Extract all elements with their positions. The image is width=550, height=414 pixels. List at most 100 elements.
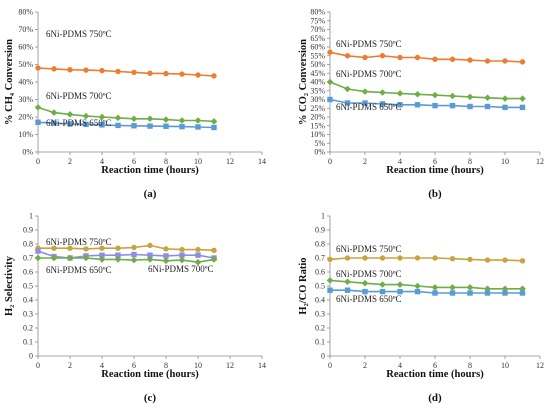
data-point	[82, 112, 90, 120]
x-tick-label: 10	[194, 157, 202, 166]
y-tick-label: 20%	[18, 113, 33, 122]
data-point	[466, 284, 474, 291]
data-point	[163, 123, 169, 129]
data-point	[35, 65, 41, 71]
data-point	[130, 256, 138, 264]
panel-caption: (a)	[144, 188, 157, 200]
data-point	[467, 290, 473, 296]
data-point	[449, 290, 456, 296]
data-point	[502, 257, 508, 263]
y-tick-label: 0.8	[315, 240, 325, 249]
data-point	[502, 104, 508, 111]
data-point	[67, 67, 73, 73]
data-point	[432, 255, 438, 261]
data-point	[163, 253, 169, 259]
y-tick-label: 80%	[18, 8, 33, 17]
y-tick-label: 0.2	[23, 324, 33, 333]
x-tick-label: 0	[36, 361, 40, 370]
data-point	[484, 58, 491, 64]
data-point	[115, 122, 121, 129]
data-point	[83, 121, 89, 128]
y-tick-label: 0.4	[315, 296, 325, 305]
x-tick-label: 0	[328, 157, 332, 166]
data-point	[414, 54, 421, 61]
y-tick-label: 0.2	[315, 324, 325, 333]
data-point	[50, 109, 58, 116]
data-point	[179, 246, 185, 253]
data-point	[519, 258, 526, 264]
data-point	[34, 254, 42, 262]
data-point	[344, 100, 351, 106]
data-point	[131, 123, 137, 129]
data-point	[98, 256, 106, 263]
series-1: 6Ni-PDMS 700ºC	[34, 91, 218, 125]
series-0: 6Ni-PDMS 750ºC	[35, 237, 217, 254]
series-2: 6Ni-PDMS 650ºC	[327, 287, 526, 304]
y-tick-label: 60%	[310, 43, 325, 52]
y-tick-label: 0%	[22, 148, 33, 157]
data-point	[432, 56, 438, 62]
data-point	[114, 114, 122, 122]
data-point	[467, 256, 473, 263]
y-tick-label: 0%	[314, 148, 325, 157]
data-point	[362, 255, 368, 261]
data-point	[163, 70, 169, 77]
data-point	[414, 288, 421, 295]
y-tick-label: 0	[321, 352, 325, 361]
data-point	[379, 101, 386, 107]
data-point	[484, 94, 491, 102]
x-axis-label: Reaction time (hours)	[101, 165, 199, 176]
data-point	[83, 246, 89, 252]
data-point	[414, 102, 421, 108]
x-tick-label: 2	[68, 361, 72, 370]
series-line	[329, 98, 523, 109]
series-line	[38, 257, 215, 264]
y-tick-label: 0.5	[315, 282, 325, 291]
data-point	[484, 290, 491, 296]
data-point	[179, 252, 185, 258]
series-label: 6Ni-PDMS 650ºC	[46, 265, 112, 275]
panel-caption: (c)	[144, 392, 157, 404]
series-line	[329, 51, 523, 63]
data-point	[210, 256, 218, 263]
data-point	[519, 104, 526, 111]
x-tick-label: 14	[258, 157, 266, 166]
data-point	[147, 70, 153, 76]
data-point	[34, 104, 42, 111]
data-point	[344, 85, 351, 93]
y-tick-label: 0.5	[23, 282, 33, 291]
chart-panel-c: 00.10.20.30.40.50.60.70.80.910 2 4 6 8 10 12 14…	[4, 212, 266, 405]
data-point	[162, 257, 170, 265]
y-tick-label: 0.6	[23, 268, 33, 277]
y-tick-label: 15%	[310, 121, 325, 130]
data-point	[327, 287, 333, 293]
x-tick-label: 10	[194, 361, 202, 370]
series-0: 6Ni-PDMS 750ºC	[327, 39, 526, 65]
chart-panel-a: 0% 10% 20% 30% 40% 50% 60% 70% 80% 0 2 4 6 8 10 12 14 Rea…	[4, 8, 266, 201]
data-point	[397, 102, 403, 108]
data-point	[379, 89, 386, 96]
y-axis-label: % CO₂ Conversion	[298, 39, 309, 125]
data-point	[195, 124, 201, 130]
data-point	[163, 246, 169, 252]
data-point	[432, 290, 438, 296]
data-point	[344, 53, 351, 59]
data-point	[130, 115, 138, 123]
data-point	[431, 284, 439, 291]
data-point	[414, 90, 421, 98]
y-tick-label: 0.8	[23, 240, 33, 249]
data-point	[396, 90, 404, 97]
data-point	[147, 123, 153, 129]
y-tick-label: 0.3	[315, 310, 325, 319]
data-point	[146, 256, 154, 263]
series-line	[37, 250, 215, 259]
data-point	[379, 288, 386, 295]
data-point	[327, 256, 333, 263]
y-tick-label: 40%	[18, 78, 33, 87]
data-point	[379, 255, 386, 261]
data-point	[178, 256, 186, 264]
series-label: 6Ni-PDMS 700ºC	[336, 269, 402, 279]
data-point	[98, 113, 106, 121]
y-tick-label: 30%	[310, 95, 325, 104]
x-tick-label: 2	[68, 157, 72, 166]
